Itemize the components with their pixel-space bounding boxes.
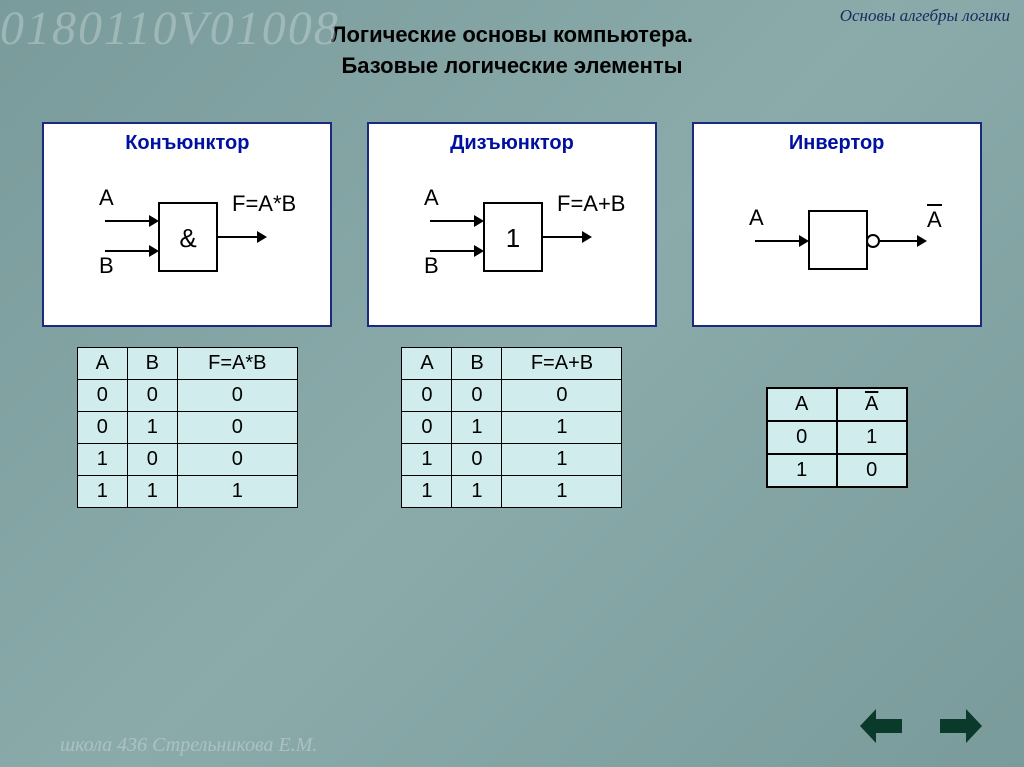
- and-in1-label: A: [99, 185, 114, 210]
- corner-caption: Основы алгебры логики: [840, 6, 1010, 26]
- table-wrap-or: ABF=A+B000011101111: [367, 347, 657, 508]
- table-cell: 1: [127, 475, 177, 507]
- table-cell: 0: [402, 379, 452, 411]
- table-cell: 1: [127, 411, 177, 443]
- table-cell: 0: [402, 411, 452, 443]
- and-in2-label: B: [99, 253, 114, 278]
- footer-caption: школа 436 Стрельникова Е.М.: [60, 734, 317, 757]
- table-cell: 1: [402, 475, 452, 507]
- table-cell: 0: [452, 443, 502, 475]
- table-cell: 0: [77, 411, 127, 443]
- gate-title-and: Конъюнктор: [44, 124, 330, 155]
- table-cell: 1: [502, 475, 622, 507]
- table-header-cell: F=A*B: [177, 347, 297, 379]
- table-header-cell: A: [402, 347, 452, 379]
- truth-table-not: AA0110: [766, 387, 908, 488]
- gate-card-and: Конъюнктор A B & F=A*B: [42, 122, 332, 327]
- table-cell: 0: [837, 454, 907, 487]
- table-cell: 1: [452, 475, 502, 507]
- gate-card-not: Инвертор A A: [692, 122, 982, 327]
- nav-next-icon[interactable]: [936, 705, 984, 747]
- nav-arrows: [858, 705, 984, 747]
- gate-title-or: Дизъюнктор: [369, 124, 655, 155]
- table-header-cell: A: [767, 388, 837, 421]
- truth-table-and: ABF=A*B000010100111: [77, 347, 298, 508]
- gate-diagram-or: A B 1 F=A+B: [382, 155, 642, 315]
- table-header-cell: B: [127, 347, 177, 379]
- table-cell: 0: [452, 379, 502, 411]
- table-cell: 1: [402, 443, 452, 475]
- table-wrap-and: ABF=A*B000010100111: [42, 347, 332, 508]
- or-in1-label: A: [424, 185, 439, 210]
- table-cell: 1: [837, 421, 907, 454]
- table-cell: 0: [127, 379, 177, 411]
- truth-table-or: ABF=A+B000011101111: [401, 347, 622, 508]
- table-cell: 0: [502, 379, 622, 411]
- table-cell: 1: [502, 411, 622, 443]
- or-in2-label: B: [424, 253, 439, 278]
- gate-diagram-not: A A: [707, 155, 967, 315]
- title-line-2: Базовые логические элементы: [0, 51, 1024, 82]
- table-cell: 1: [77, 443, 127, 475]
- not-in-label: A: [749, 205, 764, 230]
- table-cell: 0: [177, 443, 297, 475]
- table-header-cell: B: [452, 347, 502, 379]
- or-out-label: F=A+B: [557, 191, 625, 216]
- table-wrap-not: AA0110: [692, 347, 982, 488]
- tables-row: ABF=A*B000010100111 ABF=A+B000011101111 …: [40, 347, 984, 508]
- gate-title-not: Инвертор: [694, 124, 980, 155]
- gate-diagram-and: A B & F=A*B: [57, 155, 317, 315]
- nav-prev-icon[interactable]: [858, 705, 906, 747]
- table-cell: 1: [767, 454, 837, 487]
- not-out-label: A: [927, 207, 942, 232]
- side-decoration: 0180110V01008: [0, 0, 40, 767]
- table-cell: 0: [177, 411, 297, 443]
- table-header-cell: A: [77, 347, 127, 379]
- table-cell: 0: [77, 379, 127, 411]
- gate-card-or: Дизъюнктор A B 1 F=A+B: [367, 122, 657, 327]
- table-cell: 1: [452, 411, 502, 443]
- or-symbol: 1: [506, 223, 520, 253]
- table-cell: 0: [127, 443, 177, 475]
- and-symbol: &: [180, 223, 197, 253]
- table-header-cell: F=A+B: [502, 347, 622, 379]
- table-cell: 0: [767, 421, 837, 454]
- table-cell: 0: [177, 379, 297, 411]
- table-cell: 1: [77, 475, 127, 507]
- and-out-label: F=A*B: [232, 191, 296, 216]
- gates-row: Конъюнктор A B & F=A*B Дизъюнктор A B: [40, 122, 984, 327]
- table-header-cell: A: [837, 388, 907, 421]
- table-cell: 1: [177, 475, 297, 507]
- table-cell: 1: [502, 443, 622, 475]
